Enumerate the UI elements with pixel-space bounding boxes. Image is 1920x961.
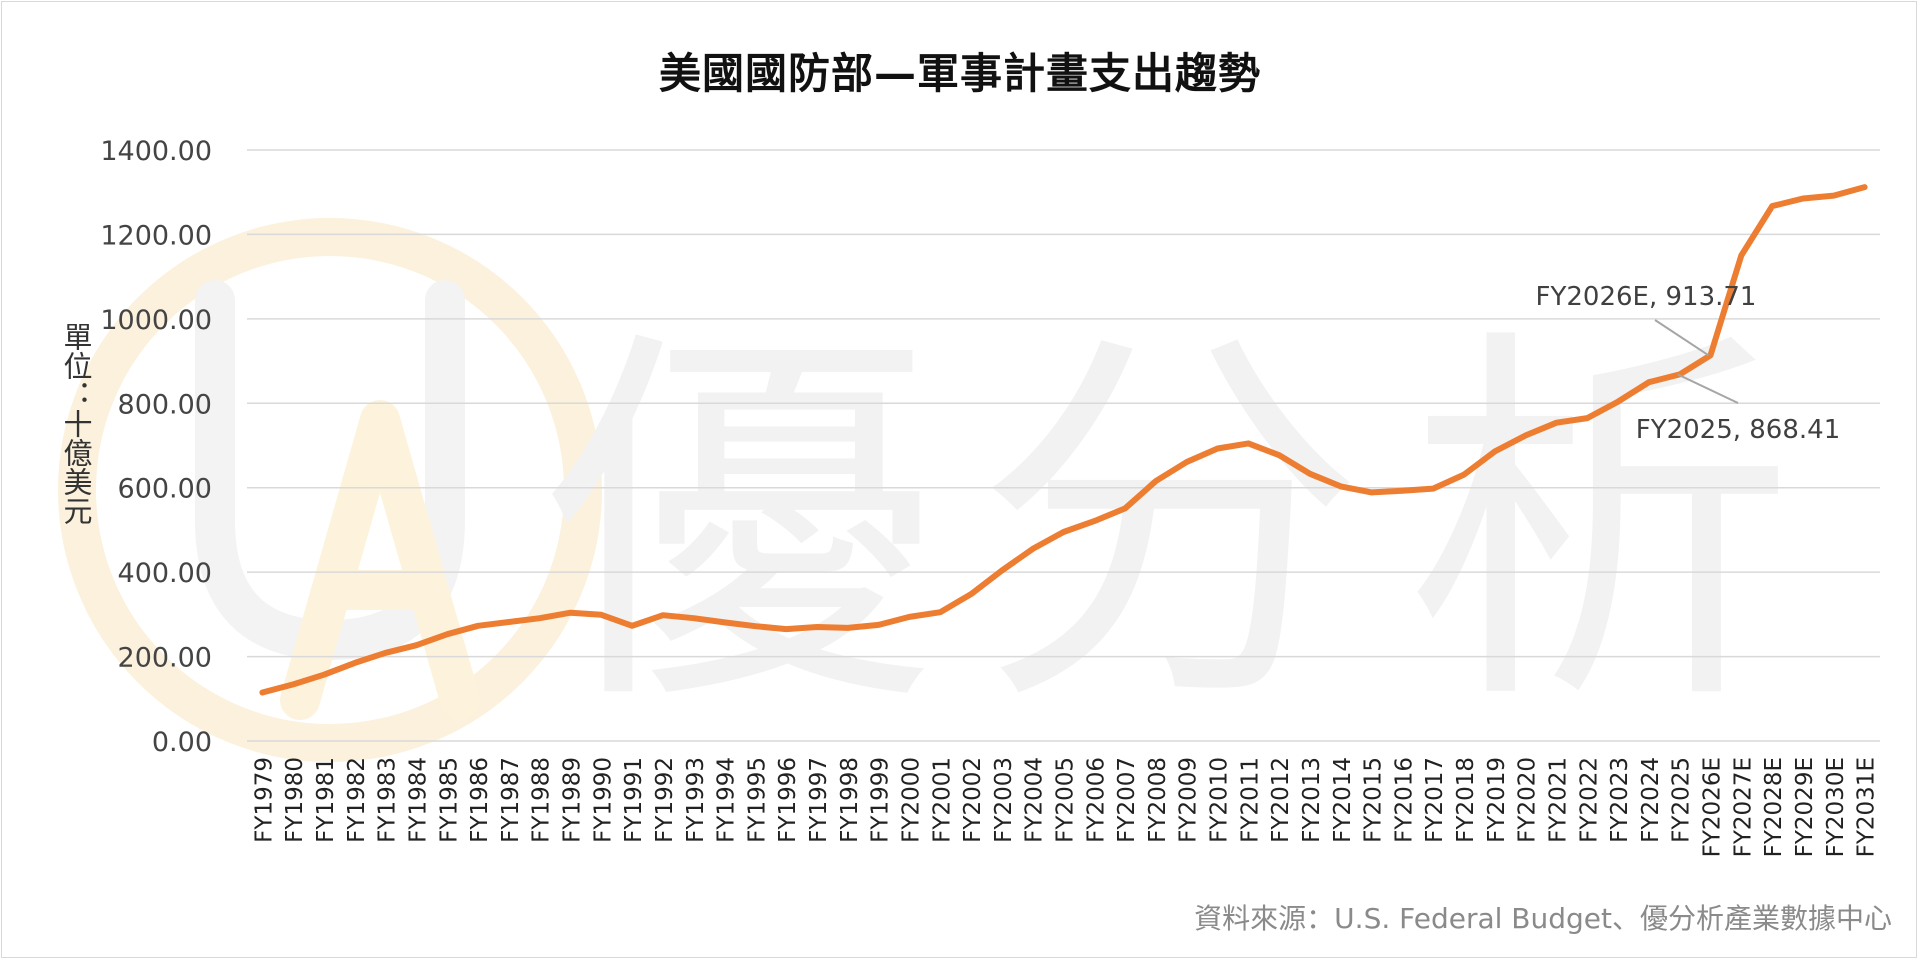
x-tick-label: FY2026E xyxy=(1700,757,1726,857)
x-tick-label: FY1982 xyxy=(344,757,370,843)
x-axis: FY1979 FY1980 FY1981 FY1982 FY1983 FY1984 FY19… xyxy=(251,757,1879,857)
x-tick-label: FY1997 xyxy=(806,757,832,843)
x-tick-label: FY1981 xyxy=(313,757,339,843)
x-tick-label: FY2004 xyxy=(1022,757,1048,843)
x-tick-label: FY2019 xyxy=(1484,757,1510,843)
x-tick-label: FY2006 xyxy=(1083,757,1109,843)
x-tick-label: FY2015 xyxy=(1361,757,1387,843)
x-tick-label: FY1995 xyxy=(744,757,770,843)
y-tick-label: 800.00 xyxy=(118,389,212,420)
x-tick-label: FY2001 xyxy=(929,757,955,843)
x-tick-label: FY2005 xyxy=(1053,757,1079,843)
x-tick-label: FY2018 xyxy=(1453,757,1479,843)
y-tick-label: 1200.00 xyxy=(100,220,212,251)
y-tick-label: 1000.00 xyxy=(100,305,212,336)
x-tick-label: FY2031E xyxy=(1854,757,1880,857)
x-tick-label: FY1989 xyxy=(560,757,586,843)
watermark-logo-a xyxy=(280,400,480,720)
watermark: 優分析 xyxy=(58,218,1835,762)
annotation-label: FY2025, 868.41 xyxy=(1636,415,1841,445)
x-tick-label: FY1984 xyxy=(405,757,431,843)
watermark-ring xyxy=(58,218,602,762)
y-axis: 0.00 200.00 400.00 600.00 800.00 1000.00 1200.… xyxy=(100,136,212,758)
x-tick-label: FY1983 xyxy=(375,757,401,843)
y-tick-label: 400.00 xyxy=(118,558,212,589)
series-line xyxy=(259,184,1868,696)
x-tick-label: FY1998 xyxy=(837,757,863,843)
y-tick-label: 200.00 xyxy=(118,643,212,674)
x-tick-label: FY2027E xyxy=(1730,757,1756,857)
x-tick-label: FY2025 xyxy=(1669,757,1695,843)
x-tick-label: FY2029E xyxy=(1792,757,1818,857)
series-layer xyxy=(259,184,1868,696)
x-tick-label: FY1980 xyxy=(282,757,308,843)
x-tick-label: FY2013 xyxy=(1299,757,1325,843)
x-tick-label: FY1994 xyxy=(714,757,740,843)
x-tick-label: FY2020 xyxy=(1515,757,1541,843)
annotation-label: FY2026E, 913.71 xyxy=(1536,282,1757,312)
x-tick-label: FY2010 xyxy=(1207,757,1233,843)
x-tick-label: FY2022 xyxy=(1576,757,1602,843)
x-tick-label: FY1991 xyxy=(621,757,647,843)
x-tick-label: FY1988 xyxy=(529,757,555,843)
annotation-leader xyxy=(1677,373,1739,404)
x-tick-label: FY2009 xyxy=(1176,757,1202,843)
x-tick-label: FY2021 xyxy=(1545,757,1571,843)
x-tick-label: FY1986 xyxy=(467,757,493,843)
x-tick-label: FY2016 xyxy=(1391,757,1417,843)
x-tick-label: FY2003 xyxy=(991,757,1017,843)
x-tick-label: FY2000 xyxy=(898,757,924,843)
x-tick-label: FY2023 xyxy=(1607,757,1633,843)
x-tick-label: FY2007 xyxy=(1114,757,1140,843)
grid xyxy=(247,149,1880,742)
x-tick-label: FY2017 xyxy=(1422,757,1448,843)
y-axis-label: 單位：十億美元 xyxy=(59,322,93,525)
x-tick-label: FY2024 xyxy=(1638,757,1664,843)
x-tick-label: FY1992 xyxy=(652,757,678,843)
x-tick-label: FY1987 xyxy=(498,757,524,843)
annotation-leader xyxy=(1654,319,1710,357)
annotations: FY2026E, 913.71 FY2025, 868.41 xyxy=(1536,282,1841,445)
x-tick-label: FY1999 xyxy=(868,757,894,843)
y-tick-label: 0.00 xyxy=(152,727,212,758)
chart-title: 美國國防部—軍事計畫支出趨勢 xyxy=(658,49,1261,98)
x-tick-label: FY2002 xyxy=(960,757,986,843)
source-note: 資料來源：U.S. Federal Budget、優分析產業數據中心 xyxy=(1194,902,1892,935)
y-tick-label: 600.00 xyxy=(118,474,212,505)
x-tick-label: FY1990 xyxy=(590,757,616,843)
watermark-text: 優分析 xyxy=(545,298,1835,752)
x-tick-label: FY2011 xyxy=(1237,757,1263,843)
y-tick-label: 1400.00 xyxy=(100,136,212,167)
x-tick-label: FY2030E xyxy=(1823,757,1849,857)
x-tick-label: FY2012 xyxy=(1268,757,1294,843)
x-tick-label: FY2014 xyxy=(1330,757,1356,843)
x-tick-label: FY1996 xyxy=(775,757,801,843)
x-tick-label: FY1993 xyxy=(683,757,709,843)
x-tick-label: FY1979 xyxy=(251,757,277,843)
x-tick-label: FY2008 xyxy=(1145,757,1171,843)
x-tick-label: FY2028E xyxy=(1761,757,1787,857)
x-tick-label: FY1985 xyxy=(436,757,462,843)
